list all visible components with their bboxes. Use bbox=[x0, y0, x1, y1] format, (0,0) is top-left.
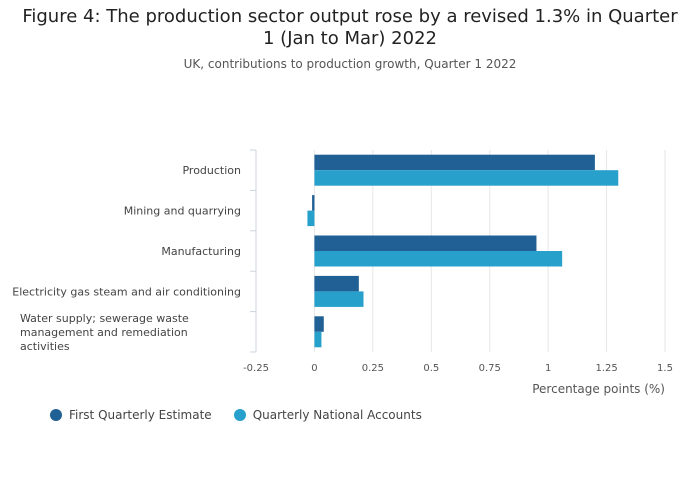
x-tick-label: -0.25 bbox=[243, 363, 269, 374]
legend-swatch-first-quarterly-estimate bbox=[50, 409, 62, 421]
legend-item-quarterly-national-accounts[interactable]: Quarterly National Accounts bbox=[233, 408, 422, 422]
category-label: Water supply; sewerage waste bbox=[20, 312, 189, 325]
bar bbox=[314, 316, 324, 332]
category-axis bbox=[250, 149, 257, 353]
category-label: activities bbox=[20, 340, 70, 353]
bar bbox=[307, 210, 315, 227]
bar bbox=[314, 275, 359, 292]
bar bbox=[314, 251, 563, 267]
legend-swatch-quarterly-national-accounts bbox=[233, 409, 246, 421]
category-label: Electricity gas steam and air conditioni… bbox=[12, 285, 241, 298]
category-labels: Production Mining and quarrying Manufactur… bbox=[12, 164, 241, 353]
legend-label: First Quarterly Estimate bbox=[69, 408, 212, 422]
bars bbox=[307, 154, 619, 348]
x-tick-label: 1 bbox=[545, 363, 551, 374]
legend: First Quarterly Estimate Quarterly Natio… bbox=[50, 408, 422, 422]
bar bbox=[314, 291, 364, 307]
category-label: Mining and quarrying bbox=[124, 205, 241, 218]
bar bbox=[312, 195, 315, 211]
x-tick-label: 1.5 bbox=[657, 363, 673, 374]
x-axis-label: Percentage points (%) bbox=[532, 382, 665, 396]
chart-subtitle: UK, contributions to production growth, … bbox=[183, 57, 517, 71]
x-tick-labels: -0.25 0 0.25 0.5 0.75 1 1.25 1.5 bbox=[243, 363, 673, 374]
bar bbox=[314, 235, 537, 251]
x-tick-label: 0.25 bbox=[362, 363, 384, 374]
x-tick-label: 0.5 bbox=[423, 363, 439, 374]
x-tick-label: 0.75 bbox=[479, 363, 501, 374]
x-tick-label: 1.25 bbox=[595, 363, 617, 374]
bar bbox=[314, 170, 619, 186]
x-tick-label: 0 bbox=[311, 363, 317, 374]
bar bbox=[314, 154, 595, 171]
category-label: Manufacturing bbox=[161, 245, 241, 258]
bar bbox=[314, 331, 322, 348]
chart-title: Figure 4: The production sector output r… bbox=[22, 6, 678, 49]
legend-item-first-quarterly-estimate[interactable]: First Quarterly Estimate bbox=[50, 408, 212, 422]
legend-label: Quarterly National Accounts bbox=[252, 408, 422, 422]
category-label: management and remediation bbox=[20, 326, 188, 339]
category-label: Production bbox=[182, 164, 241, 177]
